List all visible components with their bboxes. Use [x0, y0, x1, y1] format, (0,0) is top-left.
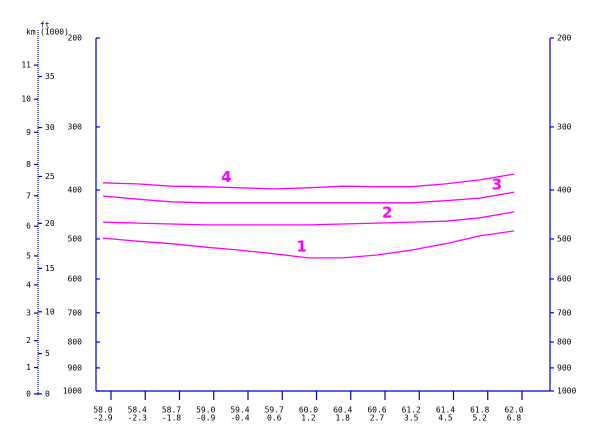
y-tick-label: 600 — [68, 274, 83, 283]
y-tick-label: 700 — [68, 308, 83, 317]
x-tick-label-2: -1.8 — [162, 414, 181, 423]
y-tick-label: 300 — [68, 122, 83, 131]
y-tick-label: 1000 — [63, 387, 82, 396]
y-tick-label: 500 — [68, 234, 83, 243]
x-tick-label-2: 1.8 — [336, 414, 351, 423]
km-tick-label: 2 — [26, 336, 31, 345]
series-label: 4 — [221, 168, 231, 186]
x-tick-label-2: -0.4 — [230, 414, 249, 423]
x-tick-label: 58.0 — [93, 406, 112, 415]
km-tick-label: 5 — [26, 251, 31, 260]
y-tick-label: 900 — [68, 363, 83, 372]
km-tick-label: 6 — [26, 222, 31, 231]
x-tick-label: 60.0 — [299, 406, 318, 415]
x-tick-label-2: -0.9 — [196, 414, 215, 423]
ft-tick-label: 10 — [45, 307, 55, 316]
y2-tick-label: 400 — [557, 186, 572, 195]
x-tick-label-2: 4.5 — [438, 414, 453, 423]
y2-tick-label: 300 — [557, 122, 572, 131]
x-tick-label: 61.2 — [402, 406, 421, 415]
km-tick-label: 0 — [26, 389, 31, 398]
x-tick-label: 61.4 — [436, 406, 455, 415]
ft-tick-label: 5 — [45, 349, 50, 358]
ft-unit: (1000) — [40, 28, 69, 37]
series-label: 2 — [382, 203, 392, 221]
km-tick-label: 8 — [26, 160, 31, 169]
y-tick-label: 200 — [68, 34, 83, 43]
x-tick-label-2: 1.2 — [301, 414, 316, 423]
ft-tick-label: 30 — [45, 123, 55, 132]
x-tick-label-2: 6.8 — [507, 414, 522, 423]
ft-tick-label: 15 — [45, 264, 55, 273]
y-tick-label: 400 — [68, 186, 83, 195]
km-tick-label: 3 — [26, 309, 31, 318]
x-tick-label: 60.4 — [333, 406, 352, 415]
series-line — [102, 230, 515, 259]
x-tick-label-2: 3.5 — [404, 414, 419, 423]
y2-tick-label: 500 — [557, 234, 572, 243]
y2-tick-label: 600 — [557, 274, 572, 283]
ft-tick-label: 25 — [45, 172, 55, 181]
y2-tick-label: 900 — [557, 363, 572, 372]
x-tick-label: 59.7 — [265, 406, 284, 415]
x-tick-label-2: -2.3 — [128, 414, 147, 423]
series-line — [102, 191, 515, 204]
y-tick-label: 800 — [68, 338, 83, 347]
ft-tick-label: 0 — [45, 389, 50, 398]
x-tick-label: 58.7 — [162, 406, 181, 415]
y2-tick-label: 800 — [557, 338, 572, 347]
ft-tick-label: 20 — [45, 219, 55, 228]
x-tick-label: 59.4 — [230, 406, 249, 415]
series-label: 1 — [296, 238, 306, 256]
km-tick-label: 9 — [26, 128, 31, 137]
y2-tick-label: 200 — [557, 34, 572, 43]
km-tick-label: 7 — [26, 191, 31, 200]
x-tick-label-2: 0.6 — [267, 414, 282, 423]
km-tick-label: 1 — [26, 363, 31, 372]
x-tick-label-2: -2.9 — [93, 414, 112, 423]
km-tick-label: 4 — [26, 280, 31, 289]
series-line — [102, 173, 515, 190]
x-tick-label-2: 2.7 — [370, 414, 385, 423]
series-line — [102, 211, 515, 226]
km-label: km — [26, 28, 36, 37]
x-tick-label: 59.0 — [196, 406, 215, 415]
series-label: 3 — [492, 176, 502, 194]
y2-tick-label: 700 — [557, 308, 572, 317]
x-tick-label: 60.6 — [367, 406, 386, 415]
x-tick-label: 62.0 — [504, 406, 523, 415]
km-tick-label: 10 — [21, 95, 31, 104]
km-tick-label: 11 — [21, 61, 31, 70]
ft-label: ft — [40, 21, 50, 30]
x-tick-label-2: 5.2 — [473, 414, 488, 423]
x-tick-label: 61.8 — [470, 406, 489, 415]
ft-tick-label: 35 — [45, 72, 55, 81]
y2-tick-label: 1000 — [557, 387, 576, 396]
x-tick-label: 58.4 — [128, 406, 147, 415]
